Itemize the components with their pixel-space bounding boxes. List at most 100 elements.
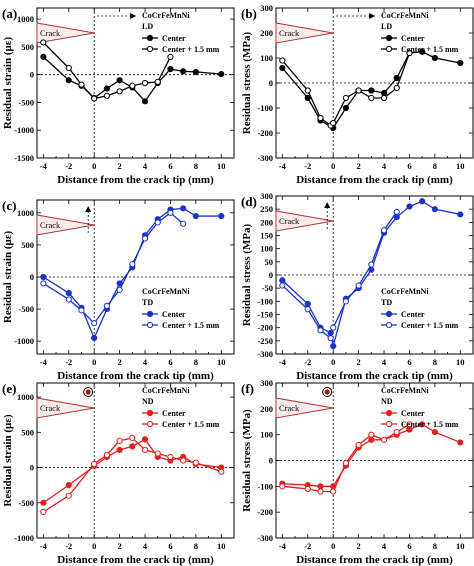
x-tick-label: 8	[194, 357, 198, 367]
data-point	[116, 437, 123, 444]
legend-entry: Center + 1.5 mm	[162, 420, 220, 429]
x-tick-label: 10	[456, 541, 465, 551]
legend-marker	[146, 45, 154, 53]
data-point	[167, 53, 174, 60]
data-point	[167, 453, 174, 461]
material-label: CoCrFeMnNi	[381, 287, 429, 296]
y-tick-label: -200	[257, 323, 273, 333]
y-tick-label: -200	[257, 507, 273, 517]
data-point	[279, 64, 286, 72]
legend-marker	[385, 420, 393, 428]
y-tick-label: -500	[18, 97, 34, 107]
y-tick-label: 1000	[17, 392, 34, 402]
crack-label: Crack	[40, 403, 61, 413]
data-point	[342, 104, 350, 112]
data-point	[330, 119, 337, 127]
y-tick-label: -100	[257, 481, 273, 491]
legend-marker	[146, 310, 154, 318]
data-point	[192, 68, 199, 75]
out-of-plane-dot-icon	[324, 389, 330, 395]
crack-label: Crack	[279, 28, 300, 38]
data-point	[180, 457, 187, 464]
crack-wedge	[36, 214, 95, 236]
crack-symbol: Crack	[275, 397, 334, 419]
x-tick-label: 10	[456, 161, 465, 171]
y-tick-label: 0	[269, 270, 273, 280]
crack-symbol: Crack	[36, 214, 95, 236]
x-tick-label: 2	[356, 161, 360, 171]
legend-entry: Center	[401, 310, 425, 319]
x-tick-label: 2	[117, 161, 121, 171]
panel-label: (d)	[241, 194, 257, 209]
data-point	[141, 79, 149, 87]
data-point	[457, 59, 464, 67]
x-tick-label: 6	[407, 357, 411, 367]
x-tick-label: -4	[279, 161, 287, 171]
data-point	[419, 48, 426, 55]
data-point	[419, 198, 426, 205]
x-tick-label: 6	[168, 161, 172, 171]
data-point	[279, 57, 286, 64]
data-point	[167, 66, 174, 73]
data-point	[380, 436, 388, 443]
arrow-head-icon	[324, 202, 331, 208]
crack-symbol: Crack	[275, 210, 334, 232]
legend-entry: Center + 1.5 mm	[162, 321, 220, 330]
data-point	[218, 468, 225, 475]
data-point	[330, 343, 337, 350]
data-point	[65, 296, 72, 303]
y-tick-label: -1000	[14, 125, 34, 135]
data-point	[180, 205, 187, 212]
data-point	[406, 203, 413, 210]
data-point	[368, 87, 375, 94]
data-point	[167, 209, 174, 216]
series-center-1-5mm	[279, 208, 400, 342]
x-tick-label: 10	[217, 541, 226, 551]
x-tick-label: -4	[40, 541, 48, 551]
series-line	[282, 423, 410, 493]
plot-frame	[36, 382, 235, 539]
data-point	[116, 286, 123, 293]
data-point	[393, 84, 400, 92]
y-tick-label: 200	[260, 404, 273, 414]
x-axis-title: Distance from the crack tip (mm)	[296, 370, 453, 382]
y-tick-label: 200	[260, 217, 273, 227]
panel-a: -4 -2 0 2 4 6 8 10 -1500 -1000 -500 0 500 1000 Distanc…	[2, 6, 235, 186]
material-label: CoCrFeMnNi	[142, 287, 190, 296]
y-tick-label: -50	[262, 283, 273, 293]
y-tick-label: 300	[260, 378, 273, 388]
y-tick-label: 0	[30, 272, 34, 282]
data-point	[129, 443, 136, 450]
crack-label: Crack	[279, 403, 300, 413]
data-point	[103, 451, 111, 458]
data-point	[368, 94, 375, 102]
arrow-head-icon	[85, 206, 92, 212]
crack-wedge	[36, 22, 95, 44]
y-tick-label: 500	[21, 427, 34, 437]
x-tick-label: -2	[65, 357, 72, 367]
data-point	[457, 439, 464, 446]
x-tick-label: 10	[456, 357, 465, 367]
data-point	[65, 492, 72, 499]
direction-label: TD	[142, 298, 153, 307]
x-tick-label: 6	[407, 161, 411, 171]
data-point	[40, 273, 47, 281]
y-tick-label: -300	[257, 533, 273, 543]
y-tick-label: 0	[269, 78, 273, 88]
data-point	[192, 459, 199, 466]
x-tick-label: 4	[143, 357, 148, 367]
data-point	[91, 460, 98, 468]
data-point	[103, 92, 111, 99]
x-tick-label: -2	[304, 161, 311, 171]
data-point	[279, 277, 286, 284]
data-point	[330, 488, 337, 495]
plot-frame	[36, 7, 235, 159]
y-tick-label: -100	[257, 103, 273, 113]
crack-wedge	[275, 397, 334, 419]
data-point	[91, 320, 98, 327]
y-axis-title: Residual strain (με)	[2, 231, 14, 324]
data-point	[304, 94, 311, 102]
y-tick-label: 100	[260, 53, 273, 63]
x-axis-title: Distance from the crack tip (mm)	[296, 554, 453, 566]
data-point	[330, 324, 337, 331]
